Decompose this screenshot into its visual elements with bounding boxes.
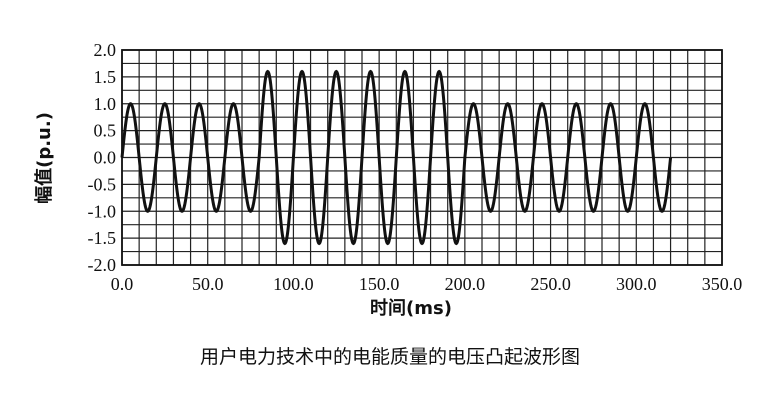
chart-grid xyxy=(121,49,723,266)
series-line xyxy=(120,69,673,246)
x-tick-label: 200.0 xyxy=(445,274,486,294)
x-tick-label: 100.0 xyxy=(273,274,314,294)
y-tick-label: 1.5 xyxy=(94,67,117,87)
y-tick-label: -1.0 xyxy=(88,201,117,221)
y-tick-label: 2.0 xyxy=(94,40,117,60)
y-tick-label: 0.5 xyxy=(94,121,117,141)
tick-labels: 2.01.51.00.50.0-0.5-1.0-1.5-2.00.0 50.0 10… xyxy=(88,40,743,294)
y-tick-label: 1.0 xyxy=(94,94,117,114)
y-tick-label: 0.0 xyxy=(94,148,117,168)
y-tick-label: -2.0 xyxy=(88,255,117,275)
x-tick-label: 300.0 xyxy=(616,274,657,294)
y-axis-title: 幅值(p.u.) xyxy=(33,112,55,204)
x-axis-title: 时间(ms) xyxy=(370,298,452,319)
x-tick-label: 250.0 xyxy=(530,274,571,294)
y-tick-label: -1.5 xyxy=(88,228,117,248)
y-tick-label: -0.5 xyxy=(88,174,117,194)
x-tick-label: 150.0 xyxy=(359,274,400,294)
x-tick-label: 50.0 xyxy=(192,274,224,294)
x-tick-label: 0.0 xyxy=(111,274,134,294)
figure-caption: 用户电力技术中的电能质量的电压凸起波形图 xyxy=(199,346,580,368)
x-tick-label: 350.0 xyxy=(702,274,743,294)
